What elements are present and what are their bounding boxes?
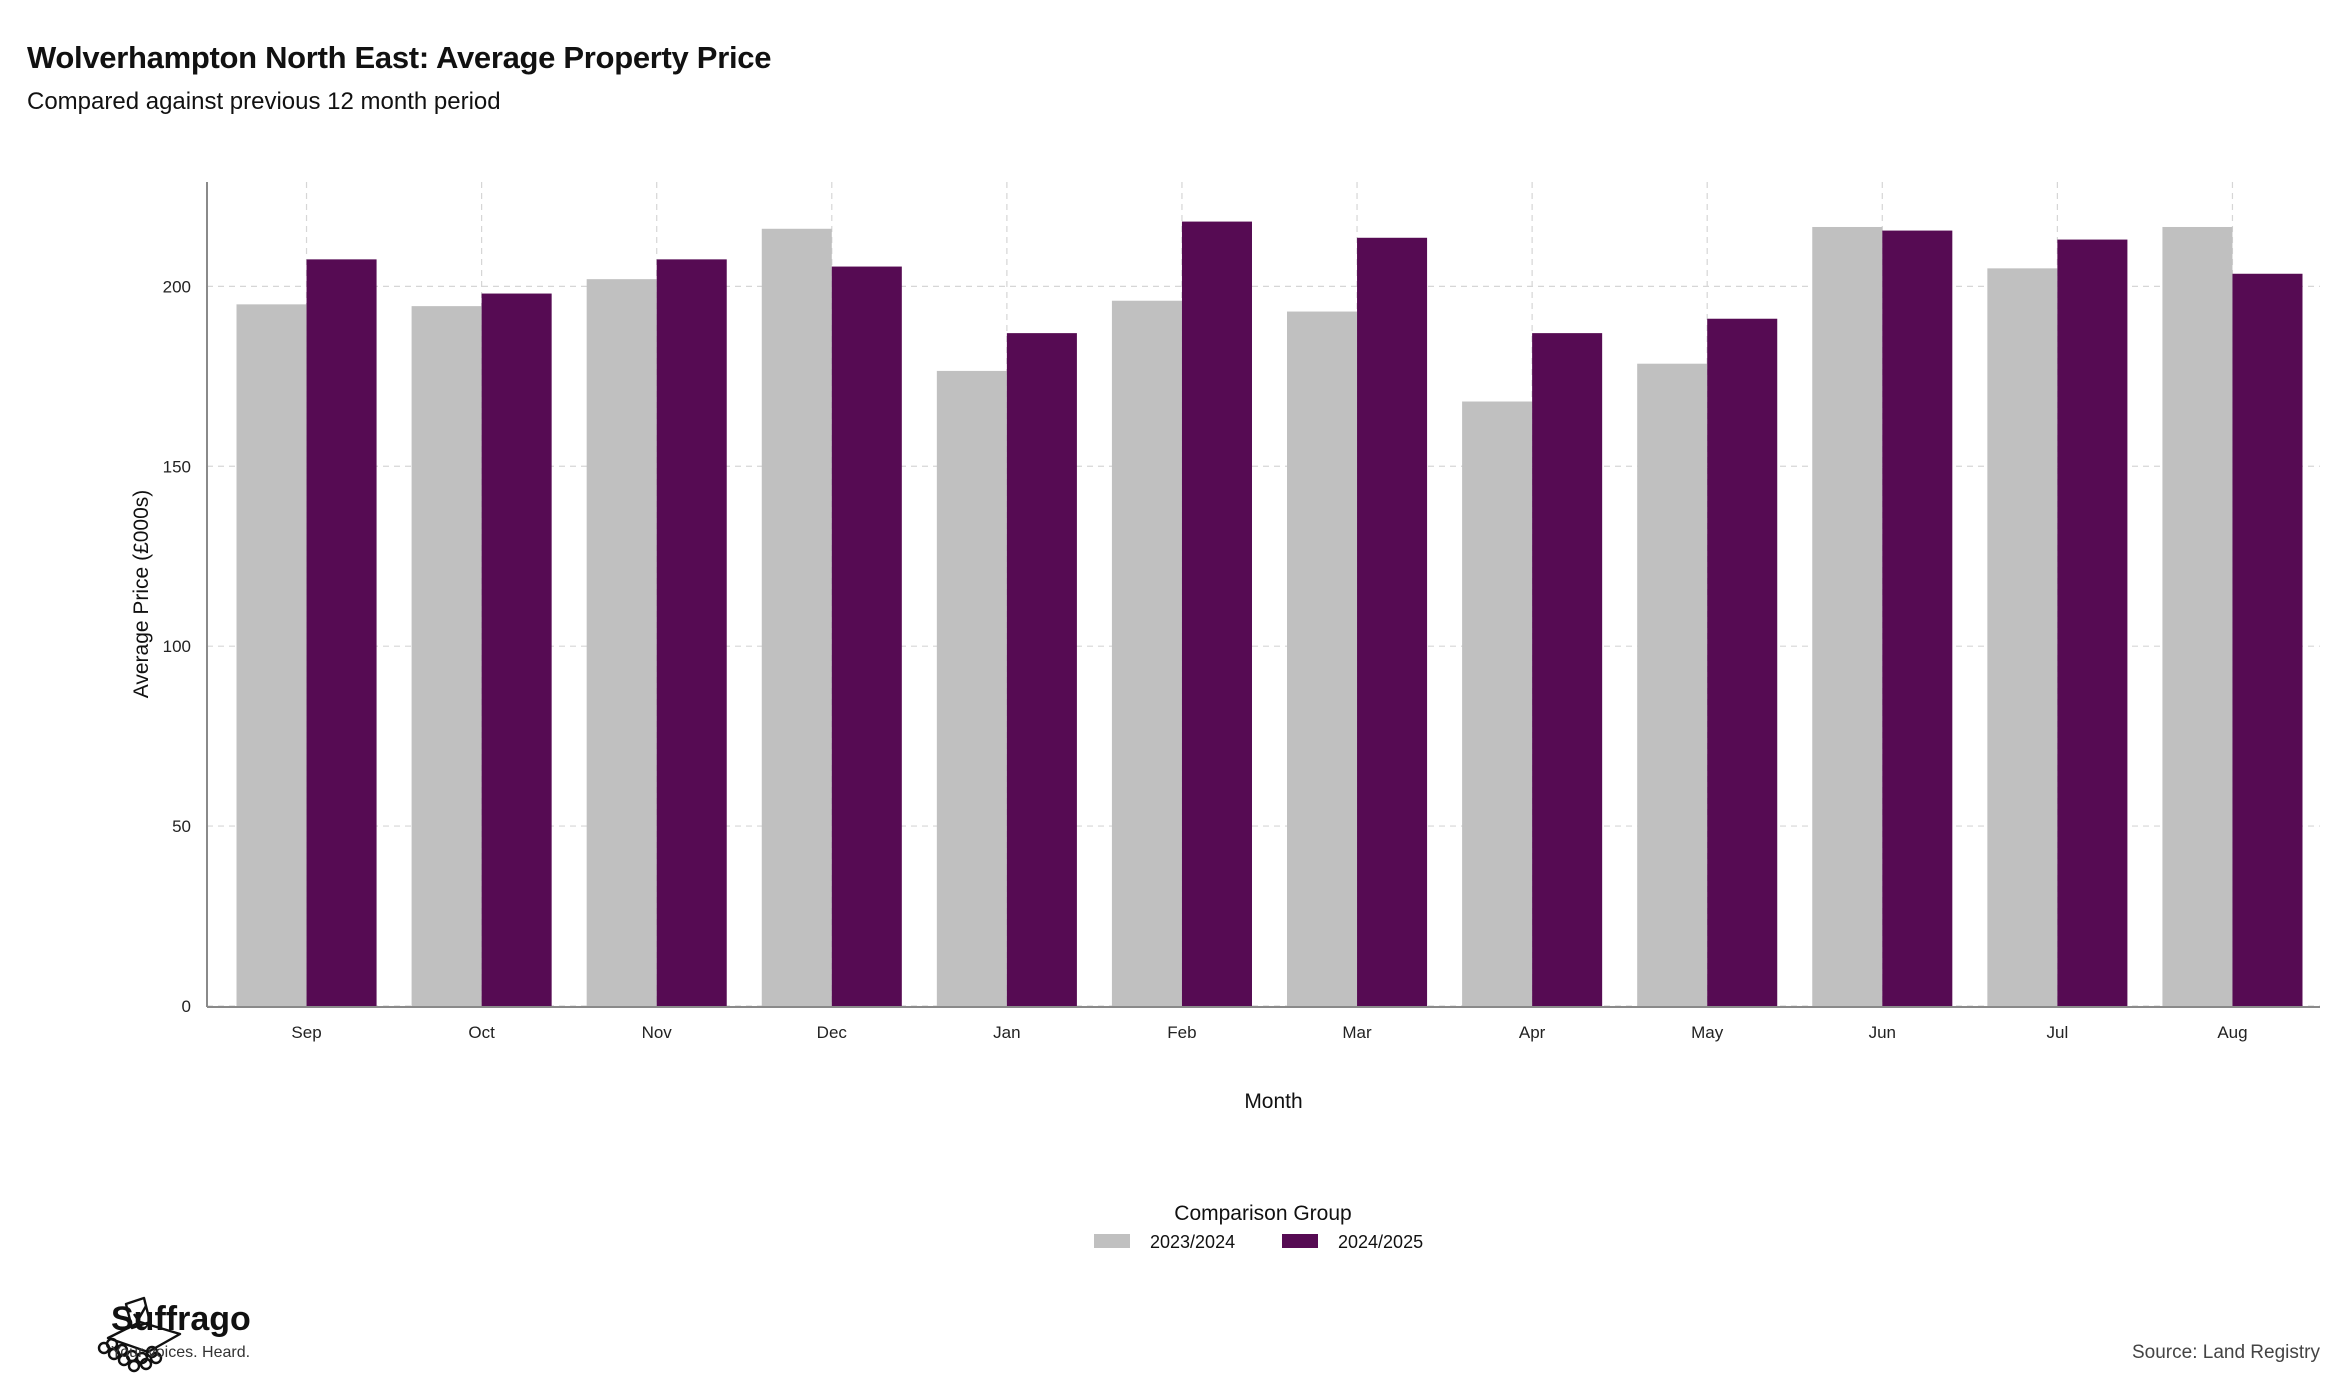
x-tick-label: Jan (993, 1023, 1020, 1042)
bar-2023-2024-apr (1462, 401, 1533, 1007)
x-tick-label: Oct (468, 1023, 495, 1042)
bar-2024-2025-nov (656, 259, 727, 1007)
bar-2024-2025-apr (1532, 333, 1603, 1006)
x-tick-label: Sep (291, 1023, 321, 1042)
y-axis-title: Average Price (£000s) (130, 490, 153, 699)
bar-2023-2024-aug (2162, 226, 2233, 1007)
y-tick-label: 200 (163, 277, 191, 296)
bar-2023-2024-mar (1287, 311, 1358, 1006)
legend-label: 2024/2025 (1338, 1232, 1423, 1252)
x-tick-label: May (1691, 1023, 1724, 1042)
x-tick-label: Nov (642, 1023, 673, 1042)
bar-2023-2024-dec (761, 228, 832, 1007)
bar-2024-2025-sep (306, 259, 377, 1007)
bar-2023-2024-feb (1111, 300, 1182, 1006)
bar-2024-2025-may (1707, 318, 1778, 1006)
brand-tagline: Your voices. Heard. (111, 1344, 251, 1361)
legend-title: Comparison Group (1174, 1202, 1351, 1225)
x-tick-label: Apr (1519, 1023, 1546, 1042)
bar-2024-2025-jul (2057, 239, 2128, 1007)
source-note: Source: Land Registry (2132, 1342, 2320, 1363)
legend-swatch-2024-2025 (1282, 1234, 1318, 1248)
x-tick-label: Feb (1167, 1023, 1196, 1042)
bar-2024-2025-mar (1357, 237, 1428, 1006)
bar-2023-2024-may (1637, 363, 1708, 1006)
y-tick-label: 150 (163, 457, 191, 476)
bar-chart: 0 50 100 150 200 Sep Oct Nov Dec Jan Feb Mar Apr May J… (130, 182, 2320, 1252)
ballot-box-logo-icon (97, 1296, 182, 1373)
bar-2023-2024-jun (1812, 226, 1883, 1007)
chart-title: Wolverhampton North East: Average Proper… (27, 40, 772, 75)
x-tick-label: Jun (1869, 1023, 1896, 1042)
y-tick-label: 50 (172, 817, 191, 836)
bar-2024-2025-jun (1882, 230, 1953, 1006)
brand-name: Suffrago (111, 1300, 251, 1338)
x-tick-label: Aug (2217, 1023, 2247, 1042)
bar-2024-2025-dec (831, 266, 902, 1006)
bar-2023-2024-nov (586, 279, 657, 1006)
legend-label: 2023/2024 (1150, 1232, 1235, 1252)
legend-swatch-2023-2024 (1094, 1234, 1130, 1248)
bar-2024-2025-feb (1181, 221, 1252, 1006)
y-tick-label: 100 (163, 637, 191, 656)
bar-2023-2024-jan (936, 370, 1007, 1006)
bar-2024-2025-oct (481, 293, 552, 1006)
x-tick-label: Jul (2047, 1023, 2069, 1042)
bar-2023-2024-jul (1987, 268, 2058, 1006)
x-tick-label: Dec (817, 1023, 848, 1042)
bar-2023-2024-sep (236, 304, 307, 1007)
x-axis-title: Month (1244, 1090, 1302, 1113)
bar-2023-2024-oct (411, 306, 482, 1006)
bar-2024-2025-aug (2232, 273, 2303, 1006)
x-tick-label: Mar (1342, 1023, 1372, 1042)
y-tick-label: 0 (182, 997, 191, 1016)
bar-2024-2025-jan (1006, 333, 1077, 1006)
chart-subtitle: Compared against previous 12 month perio… (27, 88, 501, 115)
